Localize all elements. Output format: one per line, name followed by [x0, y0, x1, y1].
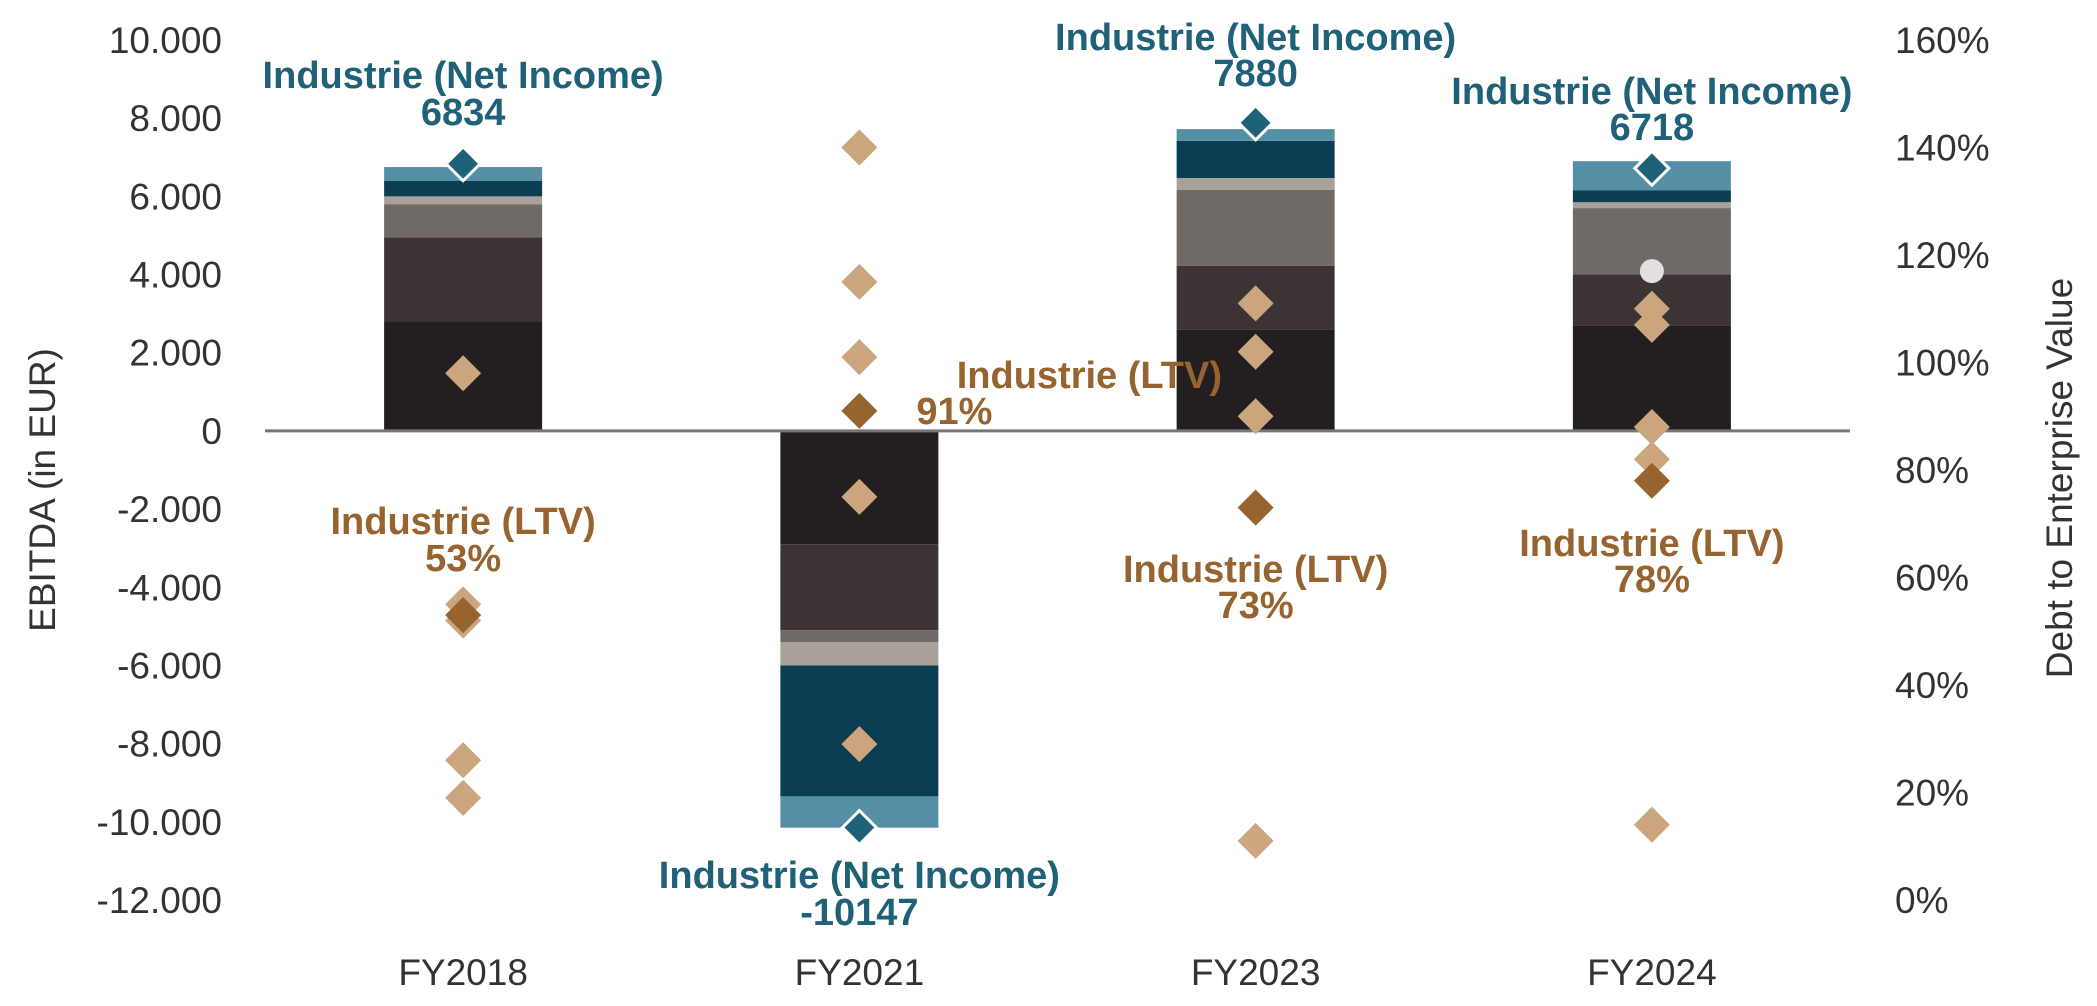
net-income-label: Industrie (Net Income): [1055, 17, 1456, 59]
bar-segment: [1572, 202, 1731, 209]
net-income-value: -10147: [800, 892, 918, 934]
y2-tick-label: 60%: [1895, 558, 1969, 599]
bar-segment: [1176, 189, 1335, 266]
peer-ltv-point: [1237, 822, 1274, 859]
net-income-value: 7880: [1213, 53, 1298, 95]
y-tick-label: 6.000: [129, 176, 222, 217]
peer-ltv-point: [841, 339, 878, 376]
peer-ltv-point: [1633, 409, 1670, 445]
y-tick-label: -10.000: [97, 802, 223, 843]
net-income-point: [444, 144, 483, 183]
x-tick-label: FY2024: [1587, 952, 1717, 993]
ltv-point: [1237, 489, 1274, 526]
y2-axis-ticks: 160% 140% 120% 100% 80% 60% 40% 20% 0%: [1895, 20, 1990, 921]
peer-ltv-point: [841, 726, 878, 763]
ltv-value: 78%: [1614, 559, 1690, 601]
y-tick-label: 0: [201, 411, 222, 452]
bar-segment: [1572, 190, 1731, 203]
y2-tick-label: 80%: [1895, 450, 1969, 491]
peer-ltv-point: [841, 478, 878, 515]
peer-ltv-point: [445, 742, 482, 779]
ltv-label: Industrie (LTV): [1123, 549, 1388, 591]
peer-ltv-point: [841, 263, 878, 300]
y-tick-label: 10.000: [109, 20, 222, 61]
net-income-label: Industrie (Net Income): [659, 855, 1060, 897]
peer-ltv-point: [1237, 285, 1274, 322]
ltv-label: Industrie (LTV): [957, 355, 1222, 397]
peer-ltv-point: [1633, 441, 1670, 478]
bar-segment: [780, 630, 939, 642]
ltv-label: Industrie (LTV): [330, 501, 595, 543]
ltv-value: 73%: [1218, 585, 1294, 627]
bar-segment: [1176, 140, 1335, 178]
y2-tick-label: 20%: [1895, 773, 1969, 814]
peer-ltv-point: [1237, 333, 1274, 370]
net-income-value: 6718: [1610, 107, 1695, 149]
y2-tick-label: 120%: [1895, 235, 1990, 276]
y-tick-label: -4.000: [117, 567, 222, 608]
y2-tick-label: 100%: [1895, 343, 1990, 384]
x-tick-label: FY2021: [795, 952, 925, 993]
ltv-value: 53%: [425, 538, 501, 580]
ltv-point: [1633, 462, 1670, 499]
y-tick-label: -2.000: [117, 489, 222, 530]
y-axis-title: EBITDA (in EUR): [22, 348, 63, 632]
markers-layer: [444, 103, 1671, 859]
bars-layer: [384, 129, 1731, 828]
x-tick-label: FY2018: [398, 952, 528, 993]
bar-segment: [780, 642, 939, 666]
y-axis-ticks: 10.000 8.000 6.000 4.000 2.000 0 -2.000 -4.000 -…: [97, 20, 223, 921]
net-income-value: 6834: [421, 92, 506, 134]
net-income-label: Industrie (Net Income): [1451, 71, 1852, 113]
x-axis-ticks: FY2018 FY2021 FY2023 FY2024: [398, 952, 1716, 993]
highlight-point: [1639, 259, 1664, 284]
bar-segment: [780, 544, 939, 631]
ltv-value: 91%: [916, 391, 992, 433]
y2-tick-label: 40%: [1895, 665, 1969, 706]
y-tick-label: -8.000: [117, 724, 222, 765]
net-income-point: [1236, 103, 1275, 142]
peer-ltv-point: [445, 779, 482, 816]
ltv-point: [841, 392, 878, 429]
peer-ltv-point: [1633, 806, 1670, 843]
y-tick-label: 8.000: [129, 98, 222, 139]
peer-ltv-point: [1633, 306, 1670, 343]
y-tick-label: -6.000: [117, 645, 222, 686]
y2-tick-label: 0%: [1895, 880, 1948, 921]
ltv-label: Industrie (LTV): [1519, 523, 1784, 565]
peer-ltv-point: [445, 355, 482, 392]
y-tick-label: 2.000: [129, 333, 222, 374]
y2-tick-label: 140%: [1895, 128, 1990, 169]
net-income-point: [840, 808, 879, 847]
bar-segment: [384, 204, 543, 238]
net-income-point: [1632, 149, 1671, 188]
y2-axis-title: Debt to Enterprise Value: [2039, 278, 2080, 678]
bar-segment: [384, 237, 543, 322]
net-income-label: Industrie (Net Income): [263, 55, 664, 97]
bar-segment: [1176, 177, 1335, 190]
bar-segment: [384, 196, 543, 205]
y-tick-label: 4.000: [129, 255, 222, 296]
peer-ltv-point: [841, 129, 878, 166]
bar-segment: [384, 180, 543, 197]
y-tick-label: -12.000: [97, 880, 223, 921]
ltv-point: [445, 597, 482, 634]
peer-ltv-point: [1237, 398, 1274, 435]
x-tick-label: FY2023: [1191, 952, 1321, 993]
y2-tick-label: 160%: [1895, 20, 1990, 61]
